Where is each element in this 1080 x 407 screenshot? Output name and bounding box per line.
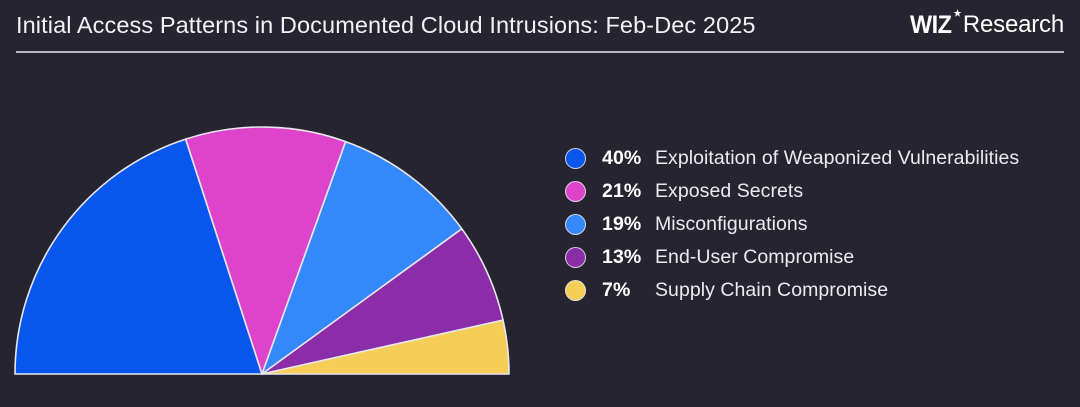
legend-item[interactable]: 19% Misconfigurations	[565, 208, 1077, 241]
legend-label: End-User Compromise	[655, 246, 855, 268]
legend-label: Supply Chain Compromise	[655, 279, 889, 301]
pie-slice[interactable]	[261, 140, 463, 375]
legend-value: 7%	[602, 279, 631, 301]
legend-label: Exploitation of Weaponized Vulnerabiliti…	[655, 147, 1020, 169]
legend-color-swatch	[565, 148, 586, 169]
pie-slice[interactable]	[184, 126, 347, 375]
star-icon	[953, 9, 962, 17]
pie-slice[interactable]	[261, 319, 510, 375]
legend-item[interactable]: 40% Exploitation of Weaponized Vulnerabil…	[565, 142, 1077, 175]
legend-item[interactable]: 7% Supply Chain Compromise	[565, 274, 1077, 307]
pie-svg	[14, 126, 510, 375]
legend-value: 19%	[602, 213, 642, 235]
legend-label: Exposed Secrets	[655, 180, 804, 202]
legend-item[interactable]: 21% Exposed Secrets	[565, 175, 1077, 208]
legend-item[interactable]: 13% End-User Compromise	[565, 241, 1077, 274]
brand-suffix: Research	[962, 11, 1064, 38]
brand-wordmark: WIZ	[909, 11, 952, 39]
legend-value: 40%	[602, 147, 642, 169]
semicircle-pie-chart	[0, 108, 540, 398]
wiz-research-logo: WIZ Research	[909, 9, 1064, 39]
legend-value: 21%	[602, 180, 642, 202]
chart-legend: 40% Exploitation of Weaponized Vulnerabil…	[565, 142, 1077, 307]
legend-color-swatch	[565, 247, 586, 268]
chart-header: Initial Access Patterns in Documented Cl…	[0, 0, 1080, 53]
legend-color-swatch	[565, 181, 586, 202]
page-title: Initial Access Patterns in Documented Cl…	[16, 12, 756, 38]
pie-slice[interactable]	[14, 138, 263, 375]
legend-color-swatch	[565, 214, 586, 235]
header-divider	[16, 51, 1064, 53]
legend-color-swatch	[565, 280, 586, 301]
legend-value: 13%	[602, 246, 642, 268]
legend-label: Misconfigurations	[655, 213, 808, 235]
